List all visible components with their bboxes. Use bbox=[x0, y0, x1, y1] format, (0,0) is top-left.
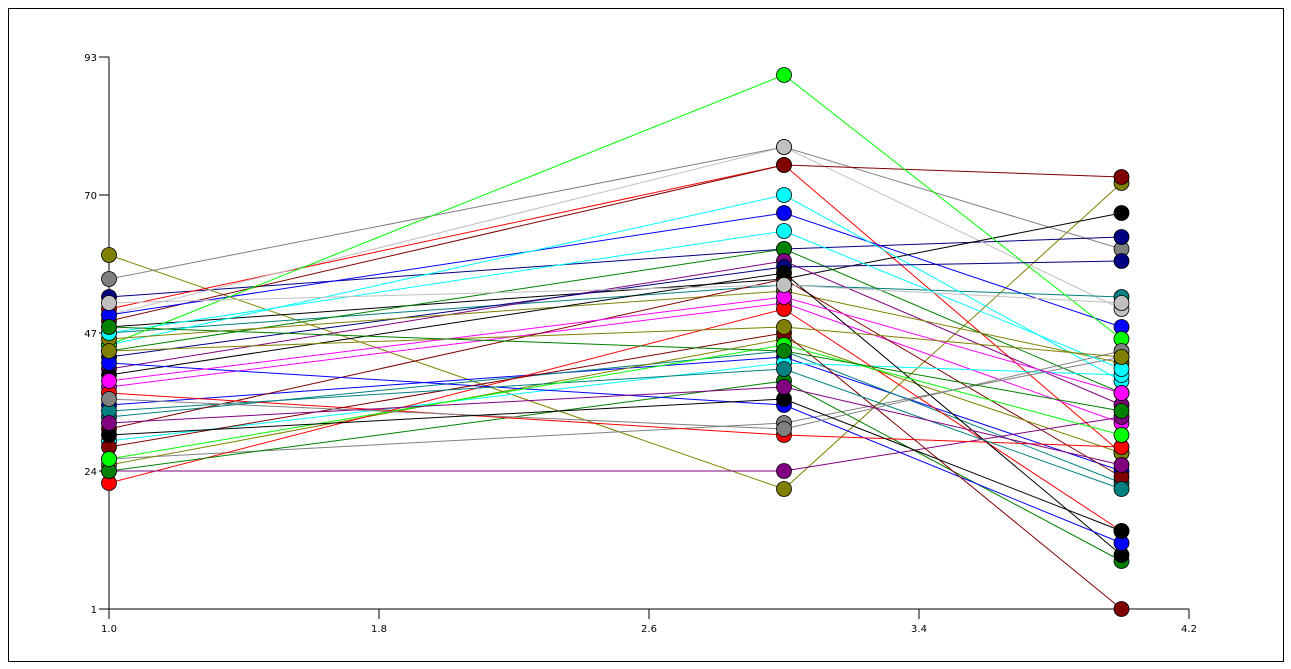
x-tick-label: 3.4 bbox=[911, 624, 927, 635]
data-point bbox=[1113, 169, 1130, 185]
series-line bbox=[108, 398, 1122, 532]
data-point bbox=[101, 319, 117, 335]
x-tick-label: 1.0 bbox=[101, 624, 117, 635]
data-point bbox=[776, 67, 792, 83]
series-lines bbox=[108, 74, 1122, 610]
data-point bbox=[101, 343, 117, 359]
data-point bbox=[1113, 523, 1130, 539]
data-point bbox=[776, 421, 792, 437]
data-point bbox=[776, 187, 792, 203]
series-line bbox=[108, 182, 1122, 490]
chart-frame: 1.0 1.8 2.6 3.4 4.2 1 24 47 70 93 bbox=[8, 8, 1284, 662]
data-point bbox=[1113, 229, 1130, 245]
series-line bbox=[108, 146, 1122, 280]
data-point bbox=[1113, 427, 1130, 443]
series-line bbox=[108, 164, 1122, 454]
series-line bbox=[108, 350, 1122, 430]
data-point bbox=[776, 361, 792, 377]
y-tick-label: 47 bbox=[84, 329, 97, 340]
data-point bbox=[776, 223, 792, 239]
data-point bbox=[101, 295, 117, 311]
data-point bbox=[776, 463, 792, 479]
data-point bbox=[1113, 457, 1130, 473]
series-line bbox=[108, 386, 1122, 466]
data-point bbox=[1113, 481, 1130, 497]
x-axis-ticks: 1.0 1.8 2.6 3.4 4.2 bbox=[101, 609, 1197, 635]
data-point bbox=[101, 373, 117, 389]
series-line bbox=[108, 74, 1122, 346]
data-point bbox=[776, 205, 792, 221]
series-line bbox=[108, 230, 1122, 370]
y-tick-label: 93 bbox=[84, 53, 97, 64]
data-point bbox=[101, 415, 117, 431]
data-point bbox=[776, 277, 792, 293]
series-line bbox=[108, 272, 1122, 556]
x-tick-label: 4.2 bbox=[1181, 624, 1197, 635]
data-point bbox=[776, 139, 792, 155]
data-point bbox=[776, 481, 792, 497]
data-point bbox=[1113, 295, 1130, 311]
data-point bbox=[1113, 403, 1130, 419]
data-point bbox=[101, 271, 117, 287]
data-point bbox=[776, 343, 792, 359]
data-point bbox=[1113, 349, 1130, 365]
data-point bbox=[1113, 253, 1130, 269]
x-tick-label: 2.6 bbox=[641, 624, 657, 635]
series-line bbox=[108, 356, 1122, 472]
data-point bbox=[776, 379, 792, 395]
data-point bbox=[776, 319, 792, 335]
data-point bbox=[101, 247, 117, 263]
data-point bbox=[101, 391, 117, 407]
x-tick-label: 1.8 bbox=[371, 624, 387, 635]
series-line bbox=[108, 278, 1122, 478]
y-tick-label: 24 bbox=[84, 467, 97, 478]
series-points bbox=[101, 67, 1130, 617]
data-point bbox=[1113, 205, 1130, 221]
data-point bbox=[776, 157, 792, 173]
y-tick-label: 1 bbox=[91, 605, 97, 616]
line-chart: 1.0 1.8 2.6 3.4 4.2 1 24 47 70 93 bbox=[84, 53, 1197, 635]
y-tick-label: 70 bbox=[84, 191, 97, 202]
data-point bbox=[1113, 601, 1130, 617]
data-point bbox=[1113, 385, 1130, 401]
data-point bbox=[101, 451, 117, 467]
series-line bbox=[108, 362, 1122, 544]
